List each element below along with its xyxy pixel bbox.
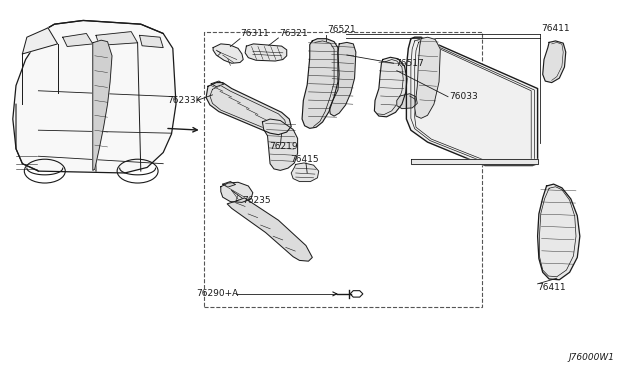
Text: 76311: 76311 <box>241 29 269 38</box>
Polygon shape <box>245 44 287 61</box>
Polygon shape <box>227 198 312 261</box>
Polygon shape <box>330 42 356 116</box>
Text: 76290+A: 76290+A <box>196 289 238 298</box>
Polygon shape <box>415 37 440 118</box>
Text: 76219: 76219 <box>269 142 298 151</box>
Polygon shape <box>13 20 176 173</box>
Polygon shape <box>262 119 298 170</box>
Polygon shape <box>221 182 253 202</box>
Text: 76517: 76517 <box>395 59 424 68</box>
Text: 76415: 76415 <box>291 155 319 164</box>
Polygon shape <box>22 28 58 54</box>
Text: 76033: 76033 <box>449 92 478 101</box>
Polygon shape <box>291 163 319 182</box>
Text: J76000W1: J76000W1 <box>568 353 614 362</box>
Polygon shape <box>211 81 224 87</box>
Polygon shape <box>411 159 538 164</box>
Polygon shape <box>213 44 243 63</box>
Polygon shape <box>543 41 566 83</box>
Text: 76233K: 76233K <box>168 96 202 105</box>
Text: 76521: 76521 <box>328 25 356 34</box>
Text: 76411: 76411 <box>541 25 570 33</box>
Polygon shape <box>206 83 291 135</box>
Bar <box>204 32 482 307</box>
Text: 76235: 76235 <box>242 196 271 205</box>
Polygon shape <box>302 39 338 128</box>
Polygon shape <box>140 35 163 48</box>
Polygon shape <box>374 57 407 117</box>
Polygon shape <box>223 182 236 187</box>
Polygon shape <box>63 33 93 46</box>
Polygon shape <box>96 32 138 45</box>
Polygon shape <box>397 94 417 109</box>
Polygon shape <box>93 40 112 170</box>
Polygon shape <box>406 37 538 166</box>
Text: 76411: 76411 <box>538 283 566 292</box>
Text: 76321: 76321 <box>279 29 308 38</box>
Polygon shape <box>538 184 580 280</box>
